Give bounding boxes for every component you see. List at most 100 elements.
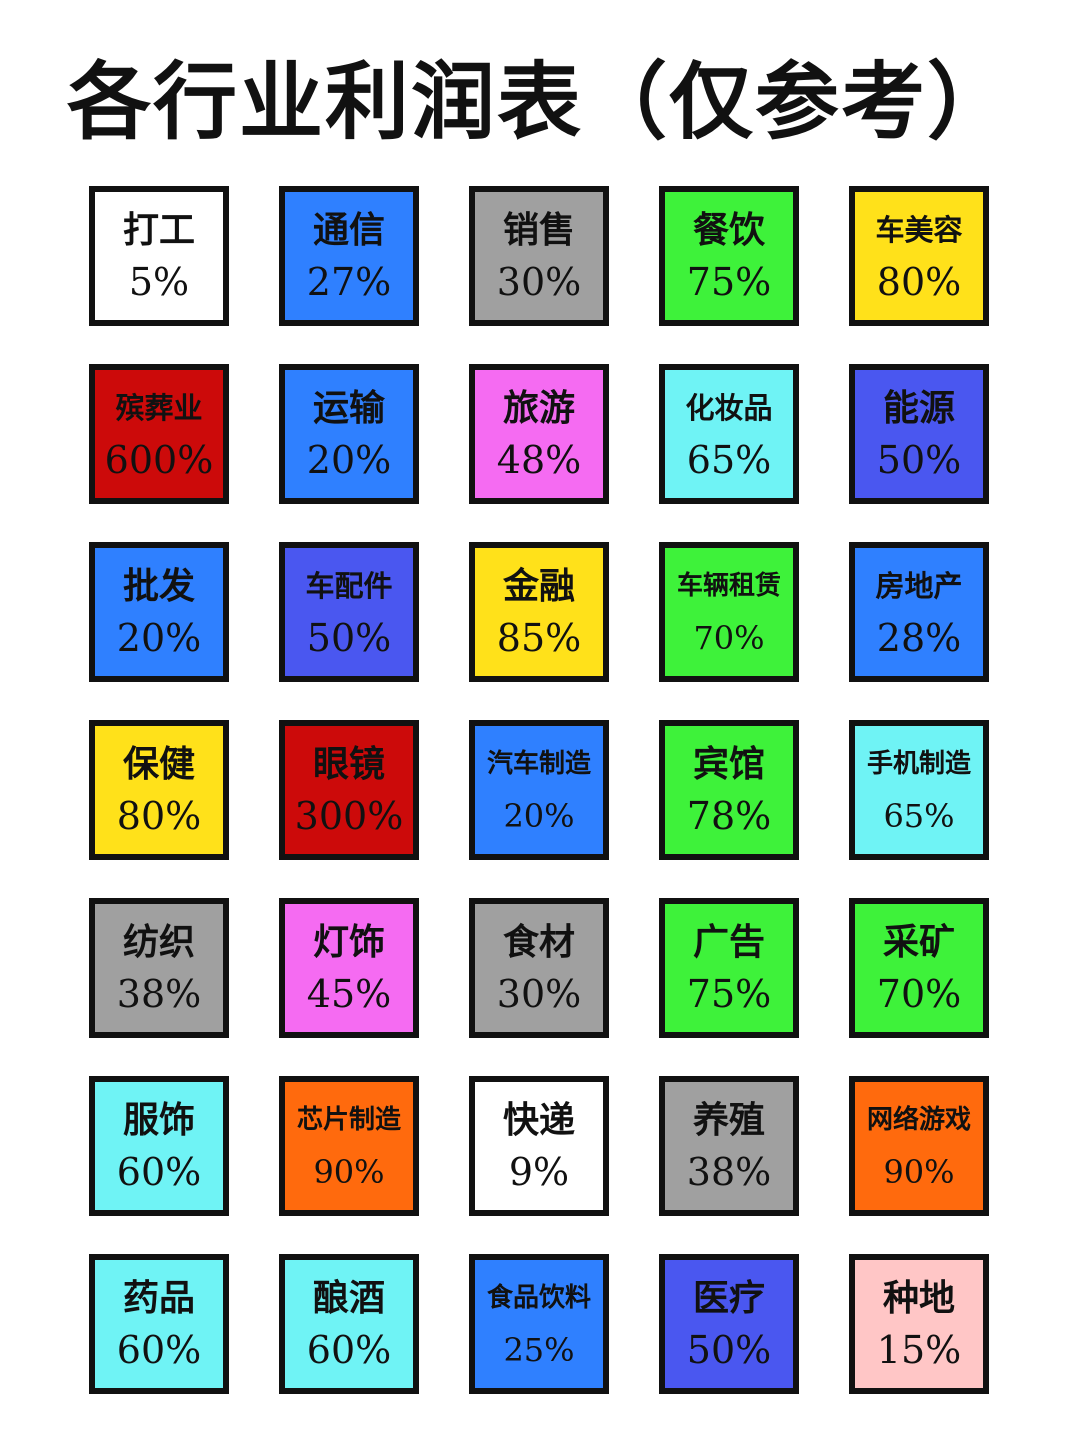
profit-percent: 50% bbox=[306, 616, 392, 660]
industry-name: 食材 bbox=[502, 921, 575, 963]
industry-name: 车辆租赁 bbox=[676, 571, 781, 601]
industry-name: 服饰 bbox=[122, 1099, 195, 1141]
industry-name: 纺织 bbox=[122, 921, 195, 963]
industry-card: 能源 50% bbox=[849, 364, 989, 504]
industry-name: 医疗 bbox=[692, 1277, 765, 1319]
industry-name: 车配件 bbox=[305, 569, 393, 603]
industry-card: 芯片制造 90% bbox=[279, 1076, 419, 1216]
industry-name: 殡葬业 bbox=[115, 391, 203, 425]
industry-name: 快递 bbox=[502, 1099, 575, 1141]
industry-card: 餐饮 75% bbox=[659, 186, 799, 326]
industry-card: 保健 80% bbox=[89, 720, 229, 860]
industry-card: 打工 5% bbox=[89, 186, 229, 326]
profit-percent: 30% bbox=[496, 260, 582, 304]
industry-card: 宾馆 78% bbox=[659, 720, 799, 860]
industry-card: 房地产 28% bbox=[849, 542, 989, 682]
page-title: 各行业利润表（仅参考） bbox=[66, 53, 1013, 151]
industry-card: 销售 30% bbox=[469, 186, 609, 326]
profit-percent: 65% bbox=[883, 797, 955, 835]
profit-percent: 75% bbox=[686, 972, 772, 1016]
industry-name: 芯片制造 bbox=[296, 1105, 401, 1135]
industry-name: 种地 bbox=[882, 1277, 955, 1319]
industry-card: 食品饮料 25% bbox=[469, 1254, 609, 1394]
industry-card: 广告 75% bbox=[659, 898, 799, 1038]
industry-name: 灯饰 bbox=[312, 921, 385, 963]
profit-percent: 50% bbox=[876, 438, 962, 482]
industry-card: 车配件 50% bbox=[279, 542, 419, 682]
industry-name: 网络游戏 bbox=[866, 1105, 971, 1135]
industry-name: 车美容 bbox=[875, 213, 963, 247]
industry-name: 餐饮 bbox=[692, 209, 765, 251]
profit-percent: 70% bbox=[876, 972, 962, 1016]
industry-card: 金融 85% bbox=[469, 542, 609, 682]
profit-percent: 25% bbox=[503, 1331, 575, 1369]
industry-card: 医疗 50% bbox=[659, 1254, 799, 1394]
profit-percent: 50% bbox=[686, 1328, 772, 1372]
profit-percent: 38% bbox=[686, 1150, 772, 1194]
profit-percent: 45% bbox=[306, 972, 392, 1016]
profit-percent: 75% bbox=[686, 260, 772, 304]
industry-card: 运输 20% bbox=[279, 364, 419, 504]
industry-name: 广告 bbox=[692, 921, 765, 963]
profit-percent: 85% bbox=[496, 616, 582, 660]
industry-name: 手机制造 bbox=[866, 749, 971, 779]
industry-name: 采矿 bbox=[882, 921, 955, 963]
industry-card: 车辆租赁 70% bbox=[659, 542, 799, 682]
industry-card: 服饰 60% bbox=[89, 1076, 229, 1216]
industry-name: 宾馆 bbox=[692, 743, 765, 785]
industry-name: 打工 bbox=[122, 209, 195, 251]
profit-percent: 80% bbox=[876, 260, 962, 304]
industry-card: 灯饰 45% bbox=[279, 898, 419, 1038]
industry-name: 批发 bbox=[122, 565, 195, 607]
profit-percent: 9% bbox=[508, 1150, 570, 1194]
industry-card: 养殖 38% bbox=[659, 1076, 799, 1216]
industry-card: 通信 27% bbox=[279, 186, 419, 326]
profit-percent: 80% bbox=[116, 794, 202, 838]
profit-percent: 27% bbox=[306, 260, 392, 304]
profit-percent: 60% bbox=[306, 1328, 392, 1372]
profit-percent: 20% bbox=[306, 438, 392, 482]
industry-card: 化妆品 65% bbox=[659, 364, 799, 504]
profit-percent: 600% bbox=[104, 438, 214, 482]
profit-percent: 20% bbox=[503, 797, 575, 835]
industry-card: 纺织 38% bbox=[89, 898, 229, 1038]
profit-percent: 48% bbox=[496, 438, 582, 482]
profit-percent: 78% bbox=[686, 794, 772, 838]
profit-percent: 60% bbox=[116, 1328, 202, 1372]
industry-name: 销售 bbox=[502, 209, 575, 251]
profit-percent: 5% bbox=[128, 260, 190, 304]
industry-name: 通信 bbox=[312, 209, 385, 251]
profit-percent: 300% bbox=[294, 794, 404, 838]
industry-card: 旅游 48% bbox=[469, 364, 609, 504]
profit-percent: 28% bbox=[876, 616, 962, 660]
profit-percent: 20% bbox=[116, 616, 202, 660]
industry-card: 快递 9% bbox=[469, 1076, 609, 1216]
profit-percent: 38% bbox=[116, 972, 202, 1016]
industry-name: 房地产 bbox=[875, 569, 963, 603]
industry-name: 养殖 bbox=[692, 1099, 765, 1141]
industry-card: 汽车制造 20% bbox=[469, 720, 609, 860]
profit-percent: 30% bbox=[496, 972, 582, 1016]
industry-card: 网络游戏 90% bbox=[849, 1076, 989, 1216]
industry-name: 酿酒 bbox=[312, 1277, 385, 1319]
industry-name: 旅游 bbox=[502, 387, 575, 429]
industry-name: 金融 bbox=[502, 565, 575, 607]
industry-card: 采矿 70% bbox=[849, 898, 989, 1038]
industry-card: 食材 30% bbox=[469, 898, 609, 1038]
industry-card: 手机制造 65% bbox=[849, 720, 989, 860]
profit-percent: 70% bbox=[693, 619, 765, 657]
industry-card: 眼镜 300% bbox=[279, 720, 419, 860]
industry-card: 车美容 80% bbox=[849, 186, 989, 326]
industry-name: 药品 bbox=[122, 1277, 195, 1319]
profit-percent: 60% bbox=[116, 1150, 202, 1194]
industry-name: 运输 bbox=[312, 387, 385, 429]
industry-name: 保健 bbox=[122, 743, 195, 785]
profit-percent: 90% bbox=[313, 1153, 385, 1191]
industry-name: 能源 bbox=[882, 387, 955, 429]
industry-name: 眼镜 bbox=[312, 743, 385, 785]
profit-percent: 15% bbox=[876, 1328, 962, 1372]
industry-name: 汽车制造 bbox=[486, 749, 591, 779]
industry-profit-grid: 打工 5% 通信 27% 销售 30% 餐饮 75% 车美容 80% 殡葬业 600% 运输 20% 旅游 4… bbox=[89, 186, 989, 1394]
industry-name: 化妆品 bbox=[685, 391, 773, 425]
industry-card: 批发 20% bbox=[89, 542, 229, 682]
